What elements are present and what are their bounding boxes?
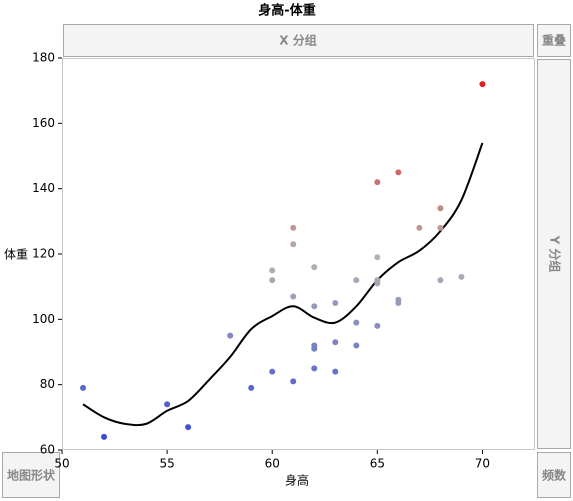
- point: [311, 303, 318, 310]
- point: [353, 319, 360, 326]
- overlay-zone[interactable]: [537, 24, 571, 57]
- point: [248, 384, 255, 391]
- point: [332, 339, 339, 346]
- point: [227, 332, 234, 339]
- point: [374, 179, 381, 186]
- point: [374, 280, 381, 287]
- point: [269, 267, 276, 274]
- point: [437, 224, 444, 231]
- plot-frame: [62, 58, 535, 450]
- overlay-label[interactable]: 重叠: [542, 33, 566, 48]
- x-tick-label: 55: [159, 457, 174, 471]
- point: [332, 368, 339, 375]
- y-group-label[interactable]: Y 分组: [548, 235, 563, 273]
- point: [290, 293, 297, 300]
- point: [353, 342, 360, 349]
- map-shape-zone[interactable]: [2, 452, 60, 498]
- point: [395, 300, 402, 306]
- y-tick-label: 80: [40, 377, 55, 391]
- point: [269, 368, 276, 375]
- x-axis-title: 身高: [285, 473, 309, 488]
- frequency-label[interactable]: 频数: [542, 468, 567, 483]
- point: [374, 254, 381, 261]
- point: [353, 277, 360, 284]
- chart-title: 身高-体重: [258, 3, 315, 19]
- x-tick-label: 70: [475, 457, 490, 471]
- point: [311, 264, 318, 271]
- y-tick-label: 160: [32, 116, 55, 130]
- point: [458, 273, 465, 280]
- x-tick-label: 60: [265, 457, 280, 471]
- x-tick-label: 65: [370, 457, 385, 471]
- point: [437, 277, 444, 284]
- y-axis-title: 体重: [4, 248, 28, 262]
- point: [311, 345, 318, 352]
- point: [101, 433, 108, 440]
- point: [269, 277, 276, 284]
- smoother-line: [82, 142, 484, 427]
- x-group-zone[interactable]: [63, 24, 534, 57]
- map-shape-label[interactable]: 地图形状: [7, 468, 56, 483]
- point: [395, 169, 402, 176]
- y-tick-label: 140: [32, 181, 55, 195]
- point: [479, 81, 486, 88]
- point: [164, 401, 171, 408]
- y-tick-label: 100: [32, 312, 55, 326]
- x-group-label[interactable]: X 分组: [279, 33, 316, 48]
- point: [185, 424, 192, 431]
- point: [332, 300, 339, 306]
- point: [290, 241, 297, 248]
- point: [80, 384, 87, 391]
- point: [290, 378, 297, 385]
- point: [437, 205, 444, 212]
- y-tick-label: 180: [32, 51, 55, 65]
- frequency-zone[interactable]: [537, 452, 571, 498]
- y-tick-label: 120: [32, 247, 55, 261]
- y-tick-label: 60: [40, 443, 55, 457]
- point: [374, 322, 381, 329]
- x-tick-label: 50: [54, 457, 69, 471]
- y-group-zone[interactable]: [537, 59, 571, 449]
- point: [416, 224, 423, 231]
- point: [311, 365, 318, 372]
- point: [290, 224, 297, 231]
